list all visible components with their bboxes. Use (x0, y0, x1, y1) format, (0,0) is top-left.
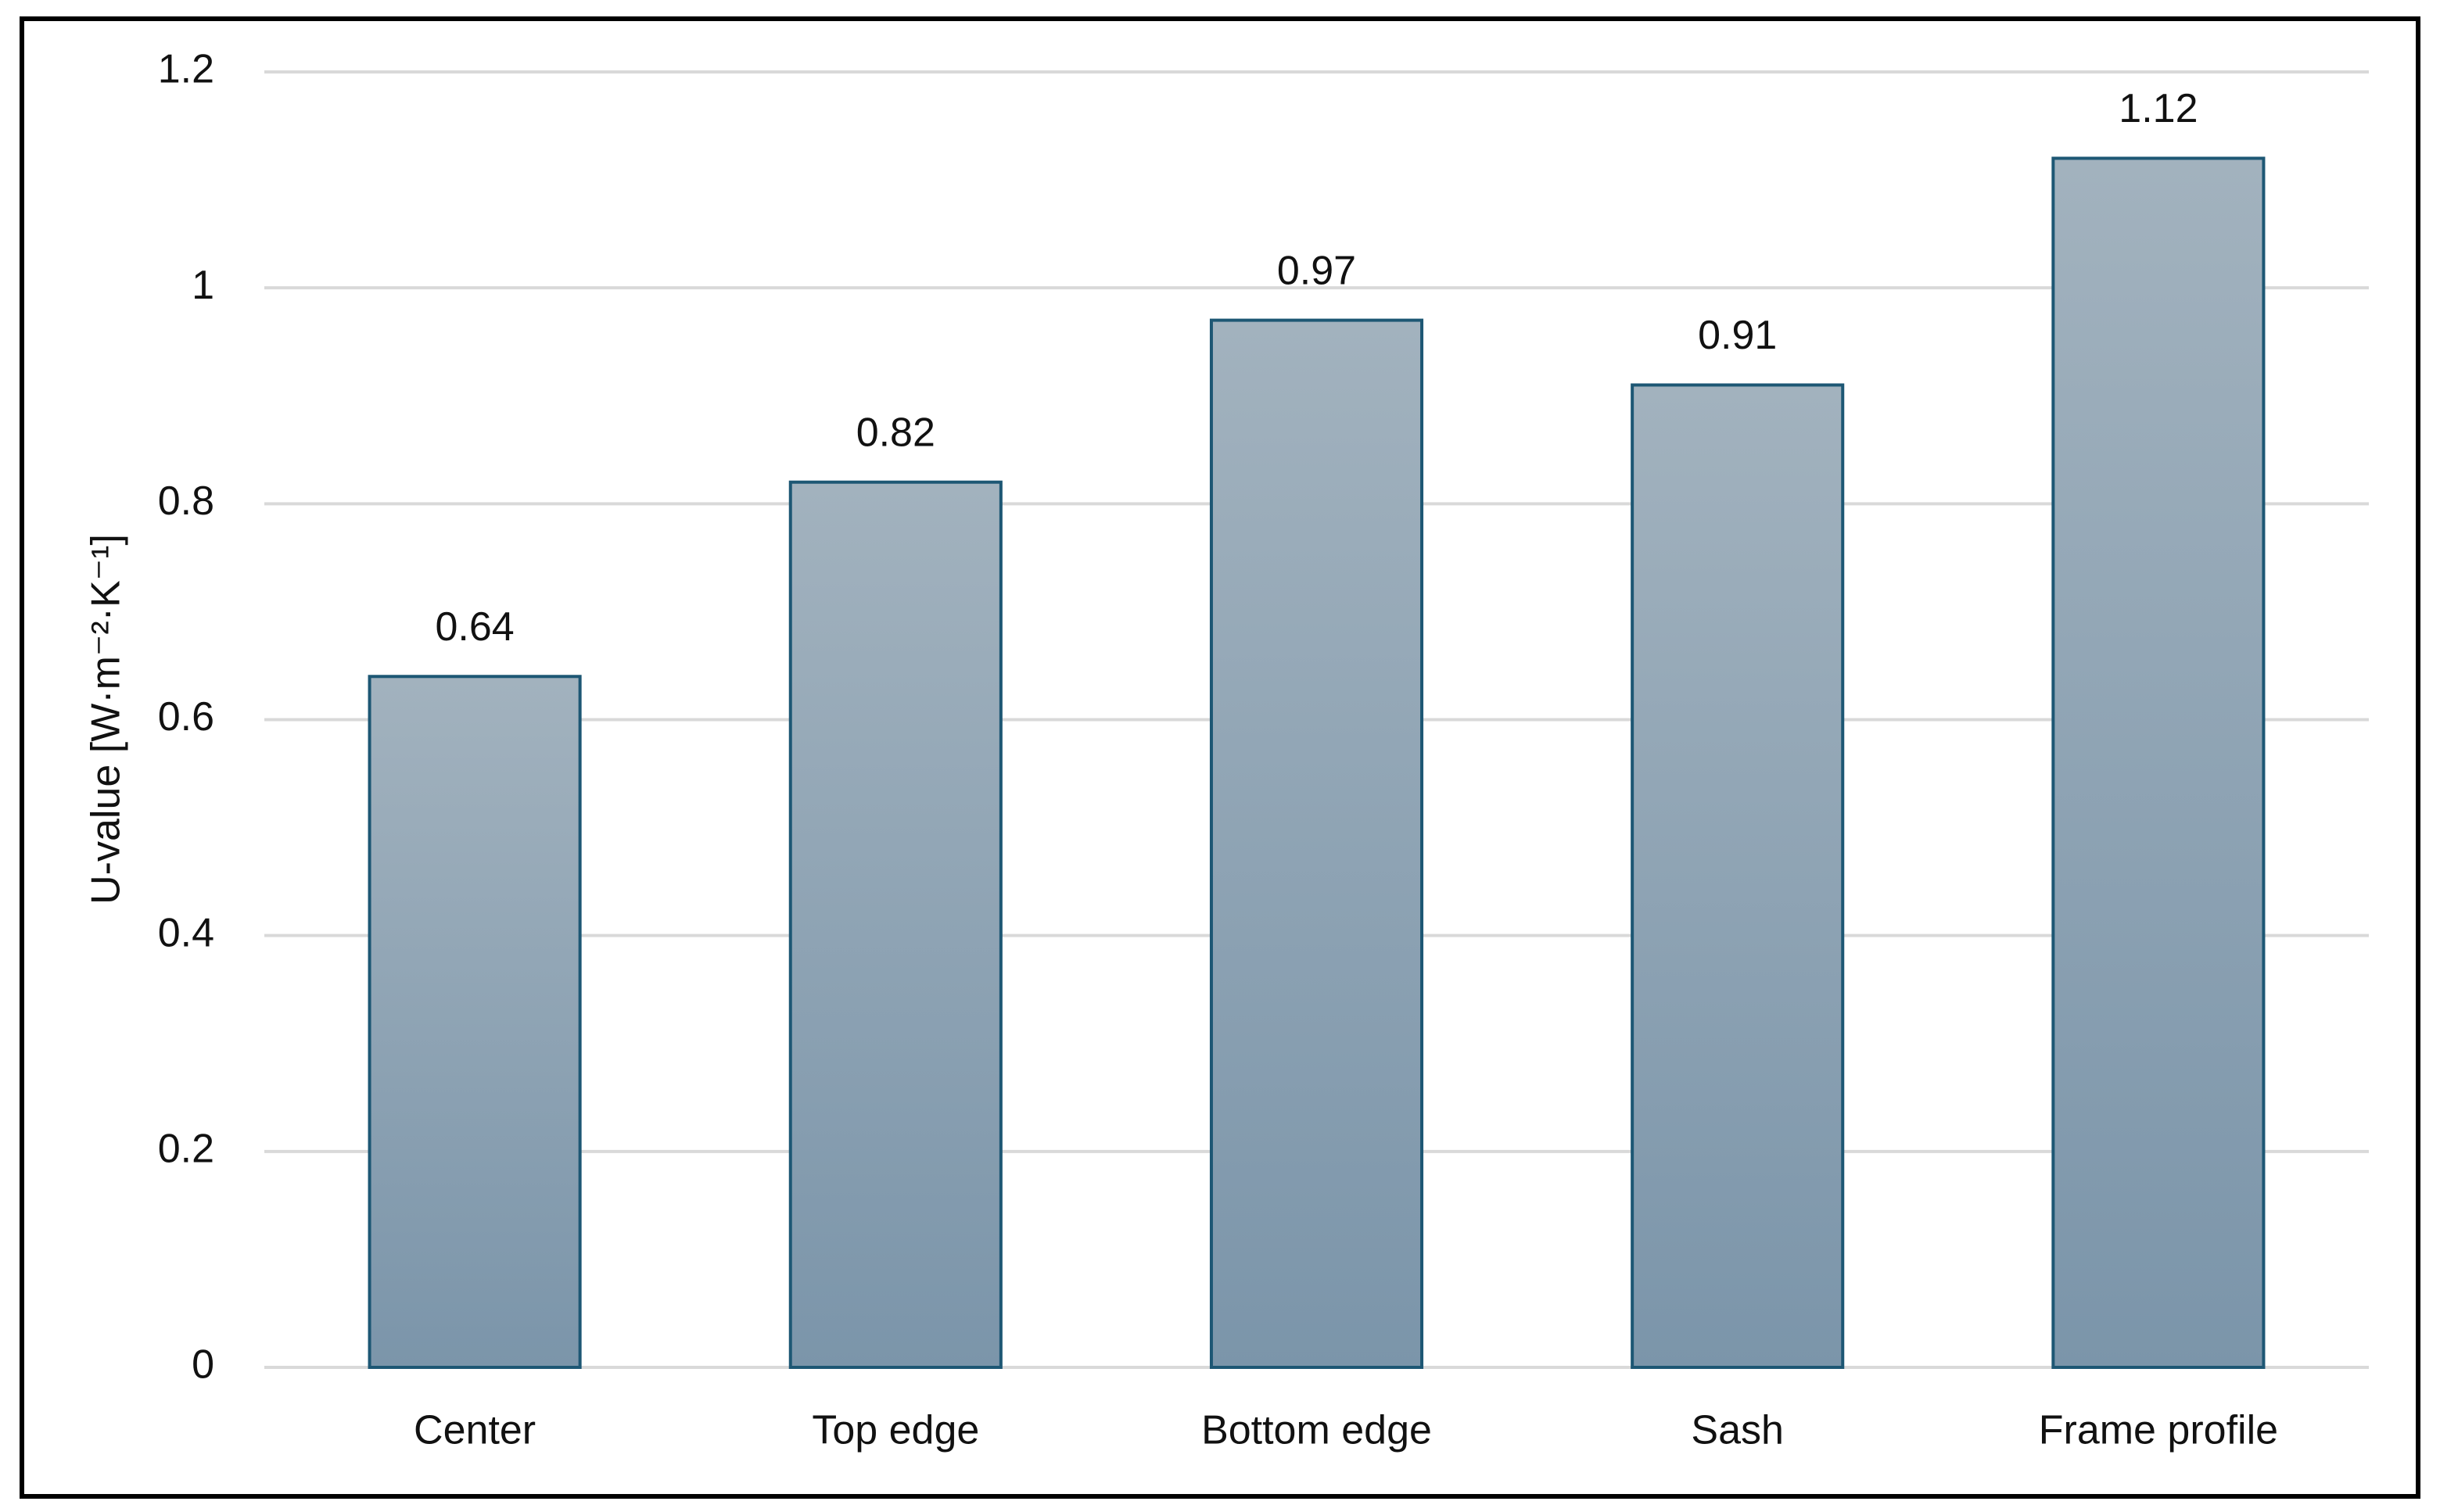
x-tick-label: Top edge (812, 1408, 979, 1453)
y-tick-label: 0.2 (158, 1127, 214, 1172)
bar (368, 675, 582, 1369)
bar (2051, 156, 2266, 1369)
bar (788, 480, 1003, 1369)
y-tick-label: 0 (192, 1342, 214, 1388)
x-tick-label: Frame profile (2039, 1408, 2278, 1453)
value-label: 0.82 (856, 410, 935, 455)
value-label: 0.64 (435, 604, 514, 650)
y-tick-label: 1 (192, 263, 214, 308)
y-tick-label: 1.2 (158, 47, 214, 92)
bar (1631, 383, 1845, 1370)
value-label: 0.91 (1698, 313, 1777, 358)
x-tick-label: Sash (1691, 1408, 1784, 1453)
y-tick-label: 0.6 (158, 694, 214, 740)
x-tick-label: Center (414, 1408, 536, 1453)
y-tick-label: 0.8 (158, 478, 214, 524)
y-tick-label: 0.4 (158, 910, 214, 955)
value-label: 0.97 (1277, 248, 1356, 293)
y-axis-label: U-value [W·m⁻²·K⁻¹] (84, 534, 129, 905)
value-label: 1.12 (2119, 86, 2198, 131)
bar (1209, 318, 1424, 1369)
x-tick-label: Bottom edge (1201, 1408, 1432, 1453)
